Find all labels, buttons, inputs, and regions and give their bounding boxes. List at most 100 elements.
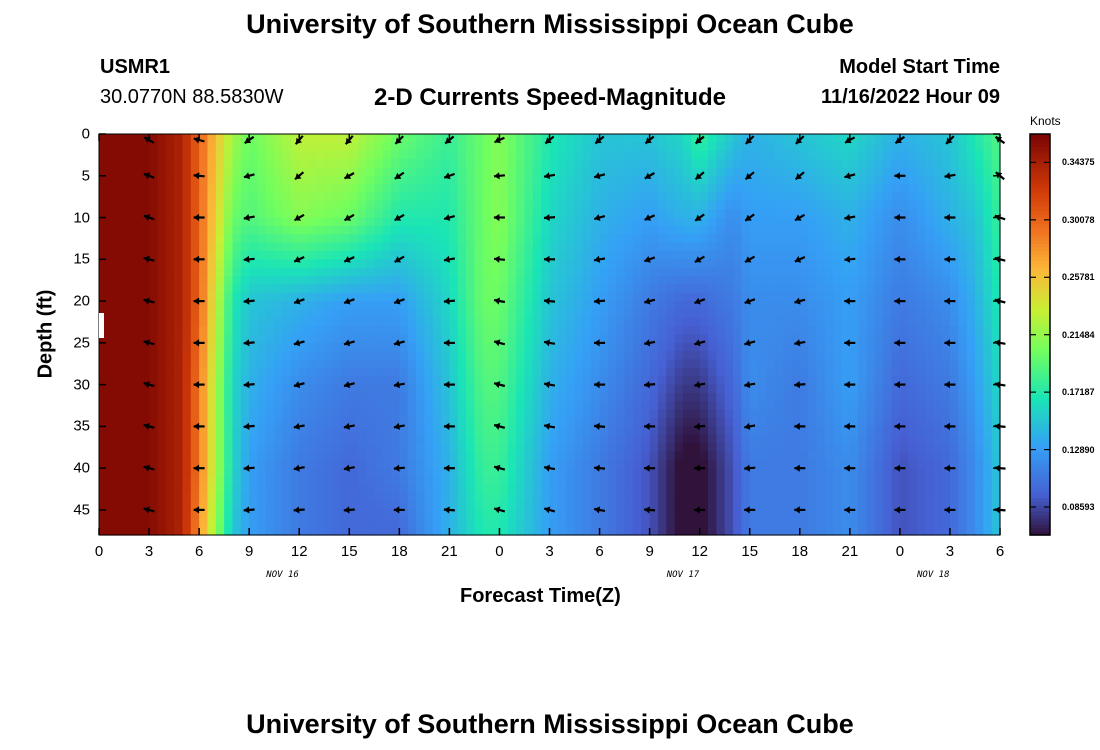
heatmap-cell — [666, 217, 676, 227]
heatmap-cell — [599, 259, 609, 269]
heatmap-cell — [157, 409, 167, 419]
heatmap-cell — [157, 184, 167, 194]
heatmap-cell — [165, 250, 175, 260]
heatmap-cell — [457, 317, 467, 327]
heatmap-cell — [157, 401, 167, 411]
heatmap-cell — [365, 418, 375, 427]
heatmap-cell — [966, 468, 976, 478]
heatmap-cell — [632, 192, 642, 202]
heatmap-cell — [708, 217, 717, 227]
heatmap-cell — [674, 284, 684, 294]
heatmap-cell — [657, 484, 667, 494]
heatmap-cell — [499, 200, 509, 210]
heatmap-cell — [107, 392, 117, 402]
heatmap-cell — [974, 409, 984, 419]
heatmap-cell — [574, 426, 584, 436]
heatmap-cell — [532, 309, 542, 319]
heatmap-cell — [482, 317, 492, 327]
heatmap-cell — [274, 301, 284, 311]
heatmap-cell — [466, 501, 476, 511]
heatmap-cell — [924, 359, 934, 369]
heatmap-cell — [557, 384, 567, 394]
heatmap-cell — [616, 476, 626, 486]
heatmap-cell — [741, 476, 751, 486]
heatmap-cell — [699, 426, 709, 436]
heatmap-cell — [157, 392, 167, 402]
heatmap-cell — [199, 359, 209, 369]
heatmap-cell — [557, 259, 567, 269]
heatmap-cell — [140, 209, 150, 219]
heatmap-cell — [833, 242, 843, 252]
heatmap-cell — [307, 175, 317, 185]
heatmap-cell — [365, 276, 375, 285]
heatmap-cell — [232, 200, 242, 210]
heatmap-cell — [315, 351, 325, 361]
heatmap-cell — [249, 192, 259, 202]
heatmap-cell — [783, 367, 793, 377]
heatmap-cell — [791, 292, 801, 302]
heatmap-cell — [816, 351, 826, 361]
heatmap-cell — [441, 367, 450, 377]
heatmap-cell — [199, 434, 209, 444]
heatmap-cell — [340, 392, 350, 402]
heatmap-cell — [716, 242, 726, 252]
heatmap-cell — [482, 200, 492, 210]
heatmap-cell — [349, 159, 359, 169]
heatmap-cell — [132, 301, 142, 311]
heatmap-cell — [149, 451, 158, 461]
heatmap-cell — [541, 392, 551, 402]
heatmap-cell — [632, 359, 642, 369]
heatmap-cell — [399, 334, 409, 344]
heatmap-cell — [657, 384, 667, 394]
heatmap-cell — [674, 134, 684, 143]
heatmap-cell — [349, 192, 359, 202]
heatmap-cell — [524, 443, 534, 453]
heatmap-cell — [874, 301, 884, 311]
heatmap-cell — [591, 301, 601, 311]
heatmap-cell — [557, 484, 567, 494]
heatmap-cell — [157, 192, 167, 202]
heatmap-cell — [574, 392, 584, 402]
heatmap-cell — [232, 518, 242, 528]
heatmap-cell — [466, 142, 476, 152]
heatmap-cell — [507, 434, 517, 444]
heatmap-cell — [666, 459, 676, 469]
heatmap-cell — [616, 317, 626, 327]
heatmap-cell — [566, 225, 576, 235]
heatmap-cell — [491, 142, 501, 152]
heatmap-cell — [524, 476, 534, 486]
heatmap-cell — [983, 142, 993, 152]
heatmap-cell — [741, 284, 751, 294]
heatmap-cell — [991, 234, 1001, 244]
heatmap-cell — [299, 418, 309, 427]
heatmap-cell — [274, 234, 284, 244]
heatmap-cell — [599, 234, 609, 244]
heatmap-cell — [432, 150, 442, 160]
heatmap-cell — [891, 150, 901, 160]
heatmap-cell — [541, 184, 551, 194]
heatmap-cell — [666, 351, 676, 361]
heatmap-cell — [199, 276, 209, 285]
heatmap-cell — [390, 326, 400, 336]
heatmap-cell — [524, 376, 534, 386]
heatmap-cell — [708, 509, 717, 519]
heatmap-cell — [574, 334, 584, 344]
heatmap-cell — [591, 367, 601, 377]
heatmap-cell — [466, 409, 476, 419]
heatmap-cell — [849, 167, 859, 177]
heatmap-cell — [883, 284, 893, 294]
heatmap-cell — [140, 443, 150, 453]
heatmap-cell — [549, 359, 559, 369]
heatmap-cell — [290, 434, 300, 444]
heatmap-cell — [657, 250, 667, 260]
heatmap-cell — [240, 509, 250, 519]
heatmap-cell — [649, 418, 659, 427]
heatmap-cell — [215, 451, 225, 461]
heatmap-cell — [457, 276, 467, 285]
heatmap-cell — [741, 276, 751, 285]
heatmap-cell — [532, 259, 542, 269]
heatmap-cell — [382, 459, 392, 469]
heatmap-cell — [182, 175, 192, 185]
heatmap-cell — [991, 267, 1001, 277]
heatmap-cell — [99, 217, 108, 227]
